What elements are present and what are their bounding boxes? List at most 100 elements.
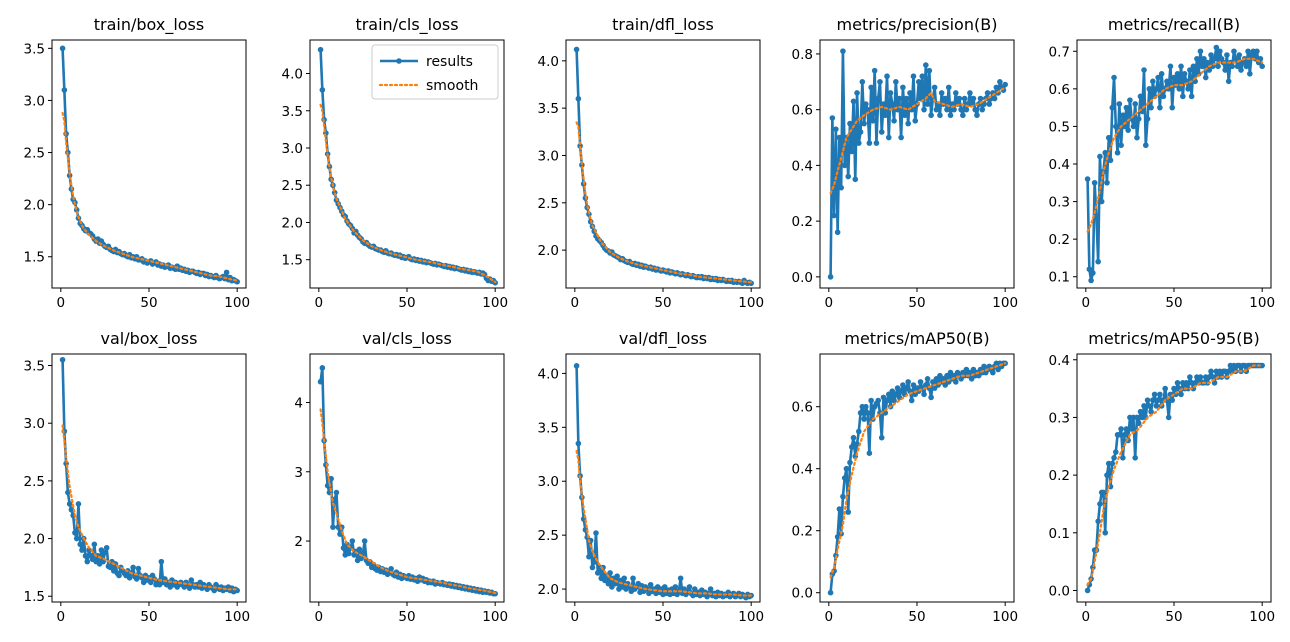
data-point [1132,455,1138,461]
data-point [1116,431,1123,438]
data-point [1169,104,1176,111]
axes-frame [309,353,505,603]
data-point [938,90,945,96]
subplot-val-cls-loss: val/cls_loss 0 50 100 2 3 4 [294,329,508,625]
y-tick-label: 4.0 [282,67,303,83]
data-point [838,184,844,191]
y-tick-label: 1.5 [282,253,303,269]
data-point [1130,123,1137,130]
y-tick-label: 3 [294,465,303,481]
y-tick-label: 0.0 [792,586,813,602]
axes-frame [1076,39,1272,289]
series-line-smooth [319,103,497,284]
data-point [953,90,959,96]
data-point [1181,71,1188,77]
data-point [915,79,922,85]
data-point [59,356,66,363]
data-point [1090,270,1096,276]
data-point [885,134,892,141]
data-point [1178,63,1184,70]
data-point [1183,380,1190,386]
subplot-title: metrics/mAP50(B) [844,329,989,348]
data-point [908,397,915,404]
series-line-smooth [575,121,753,284]
y-tick-label: 2.5 [24,474,45,490]
data-point [116,572,122,579]
data-point [926,67,933,74]
data-point [1135,420,1142,427]
data-point [1146,86,1153,92]
y-tick-label: 0.3 [1049,410,1070,426]
data-point [827,589,834,596]
subplot-metrics-recall-b: metrics/recall(B) 0 50 100 0.1 0.2 0.3 0.4 0.5 0.… [1049,15,1276,311]
data-point [924,101,931,107]
series-line-results [319,366,496,595]
data-point [319,365,326,371]
data-point [1109,104,1116,111]
y-tick-label: 0.3 [1049,195,1070,211]
y-tick-label: 4.0 [538,366,559,382]
data-point [1185,385,1191,392]
y-tick-label: 0.4 [792,462,813,478]
x-tick-label: 50 [1165,609,1182,625]
data-point [82,553,89,559]
data-point [907,90,913,96]
x-tick-label: 0 [825,609,834,625]
data-point [84,558,91,565]
x-tick-label: 100 [482,609,508,625]
subplot-val-box-loss: val/box_loss 0 50 100 1.5 2.0 2.5 3.0 3.5 [24,329,251,625]
data-point [900,84,906,91]
y-tick-label: 0.2 [1049,232,1070,248]
data-point [951,106,957,113]
x-tick-label: 50 [654,609,671,625]
data-point [661,584,668,590]
data-point [1144,397,1151,403]
y-tick-label: 1.5 [24,250,45,266]
data-point [963,106,970,113]
x-tick-label: 50 [908,609,925,625]
data-point [991,95,998,102]
x-tick-label: 0 [571,295,580,311]
x-tick-label: 50 [398,295,415,311]
data-point [1097,501,1103,507]
data-point [1113,449,1119,455]
subplot-title: val/box_loss [101,329,198,349]
series-line-results [829,361,1006,593]
data-point [961,95,968,102]
data-point [1095,258,1101,265]
data-point [877,79,883,85]
data-point [72,529,78,536]
data-point [1116,101,1123,107]
subplot-train-dfl-loss: train/dfl_loss 0 50 100 2.0 2.5 3.0 3.5 4.0 [538,15,765,311]
subplot-title: metrics/mAP50-95(B) [1088,329,1259,348]
x-tick-label: 0 [825,295,834,311]
data-point [1190,63,1197,70]
data-point [863,403,869,410]
y-tick-label: 0.1 [1049,526,1070,542]
data-point [1215,63,1221,70]
data-point [1134,414,1140,421]
data-point [974,112,980,119]
data-point [647,581,654,588]
y-tick-label: 2.5 [538,196,559,212]
data-point [319,87,326,93]
data-point [1121,123,1128,130]
data-point [1102,149,1109,156]
data-point [901,112,908,119]
data-point [340,545,347,551]
data-point [854,441,860,447]
data-point [1093,213,1100,220]
x-tick-label: 50 [654,295,671,311]
series-line-results [575,365,752,599]
data-point [79,547,85,553]
data-point [591,559,598,565]
data-point [346,550,352,557]
data-point [1185,86,1191,92]
data-point [856,428,862,435]
data-point [850,434,857,441]
data-point [1137,93,1144,100]
data-point [1153,86,1160,92]
data-point [356,546,363,553]
data-point [1137,408,1144,415]
series-line-smooth [61,111,239,282]
